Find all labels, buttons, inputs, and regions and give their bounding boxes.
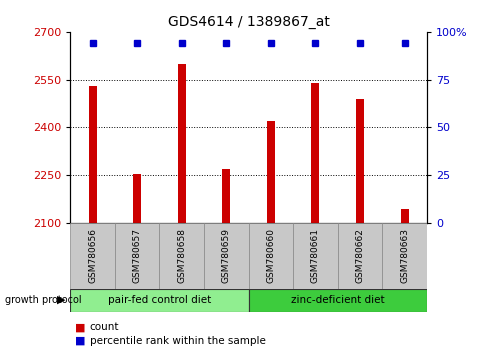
Text: growth protocol: growth protocol (5, 295, 81, 305)
Text: GSM780663: GSM780663 (399, 228, 408, 283)
Title: GDS4614 / 1389867_at: GDS4614 / 1389867_at (167, 16, 329, 29)
Bar (337, 223, 381, 289)
Text: pair-fed control diet: pair-fed control diet (107, 295, 211, 305)
Bar (266, 121, 274, 223)
Text: ▶: ▶ (57, 295, 66, 305)
Text: GSM780658: GSM780658 (177, 228, 186, 283)
Bar (222, 169, 230, 223)
Bar (204, 223, 248, 289)
Bar (133, 174, 141, 223)
Bar (381, 223, 426, 289)
Bar (177, 64, 185, 223)
Bar (248, 223, 292, 289)
Text: GSM780660: GSM780660 (266, 228, 275, 283)
Text: GSM780656: GSM780656 (88, 228, 97, 283)
Text: ■: ■ (75, 322, 86, 332)
Bar (400, 209, 408, 223)
Text: GSM780661: GSM780661 (310, 228, 319, 283)
Bar (89, 86, 96, 223)
Text: zinc-deficient diet: zinc-deficient diet (290, 295, 384, 305)
Bar (311, 83, 319, 223)
Bar (159, 223, 204, 289)
Bar (248, 289, 426, 312)
Text: percentile rank within the sample: percentile rank within the sample (90, 336, 265, 346)
Text: ■: ■ (75, 336, 86, 346)
Text: count: count (90, 322, 119, 332)
Text: GSM780659: GSM780659 (221, 228, 230, 283)
Text: GSM780657: GSM780657 (133, 228, 141, 283)
Bar (355, 99, 363, 223)
Bar (70, 289, 248, 312)
Bar (115, 223, 159, 289)
Bar (292, 223, 337, 289)
Bar (70, 223, 115, 289)
Text: GSM780662: GSM780662 (355, 228, 363, 283)
